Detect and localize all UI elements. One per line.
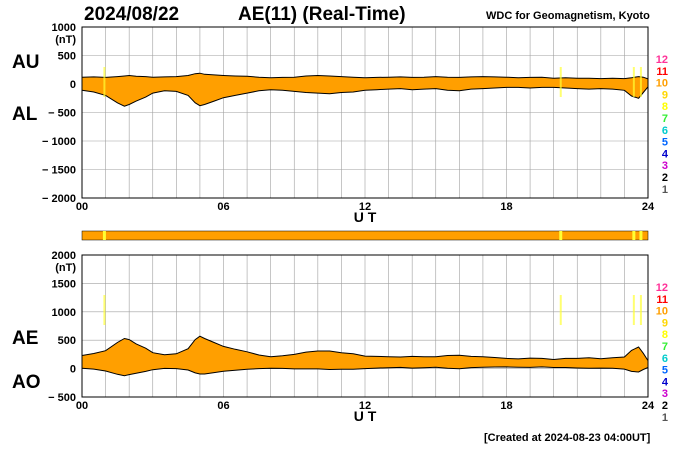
- plot-frame: [81, 254, 649, 398]
- al-label: AL: [12, 104, 38, 125]
- series-line-al: [81, 86, 649, 107]
- y-tick-label: − 2000: [42, 193, 76, 205]
- x-tick-label: 06: [217, 201, 229, 213]
- plot-highlight-marker: [103, 295, 106, 325]
- plot-frame: [81, 26, 649, 199]
- legend-level-label: 8: [662, 329, 668, 341]
- plot-highlight-marker: [639, 67, 642, 97]
- y-tick-label: − 500: [48, 392, 76, 404]
- date-title: 2024/08/22: [84, 4, 180, 25]
- legend-level-label: 10: [656, 306, 668, 318]
- status-bar-highlight: [102, 231, 106, 240]
- legend-level-label: 6: [662, 125, 668, 137]
- x-tick-label: 00: [76, 400, 88, 412]
- au-label: AU: [12, 52, 40, 73]
- y-axis-label: (nT): [55, 34, 76, 46]
- legend-level-label: 4: [662, 376, 669, 388]
- series-line-ao: [81, 366, 649, 377]
- legend-level-label: 1: [662, 412, 668, 424]
- legend-level-label: 10: [656, 78, 668, 90]
- legend-level-label: 9: [662, 317, 668, 329]
- x-tick-label: 18: [500, 201, 512, 213]
- legend-level-label: 3: [662, 388, 668, 400]
- y-tick-label: − 1000: [42, 136, 76, 148]
- x-tick-label: 24: [642, 400, 655, 412]
- plot-highlight-marker: [559, 67, 562, 97]
- x-axis-label: U T: [354, 209, 377, 225]
- legend-level-label: 7: [662, 113, 668, 125]
- x-tick-label: 06: [217, 400, 229, 412]
- y-tick-label: − 1500: [42, 165, 76, 177]
- legend-level-label: 3: [662, 160, 668, 172]
- area-fill-ae-ao: [82, 336, 648, 376]
- legend-level-label: 4: [662, 148, 669, 160]
- y-tick-label: 0: [70, 364, 76, 376]
- y-tick-label: 500: [58, 335, 76, 347]
- legend-level-label: 12: [656, 282, 668, 294]
- series-line-ae: [81, 335, 649, 361]
- chart-title: AE(11) (Real-Time): [238, 4, 406, 25]
- status-bar-highlight: [559, 231, 563, 240]
- area-fill-au-al: [82, 73, 648, 107]
- legend-level-label: 5: [662, 365, 668, 377]
- status-bar-highlight: [639, 231, 643, 240]
- series-line-au: [81, 72, 649, 80]
- legend-level-label: 1: [662, 184, 668, 196]
- y-tick-label: 1500: [52, 278, 76, 290]
- legend-level-label: 9: [662, 89, 668, 101]
- y-tick-label: 2000: [52, 250, 76, 262]
- x-tick-label: 12: [359, 201, 371, 213]
- plot-highlight-marker: [632, 67, 635, 97]
- x-tick-label: 00: [76, 201, 88, 213]
- status-bar: [81, 230, 649, 241]
- ae-label: AE: [12, 328, 39, 349]
- plot-highlight-marker: [559, 295, 562, 325]
- x-tick-label: 18: [500, 400, 512, 412]
- x-tick-label: 12: [359, 400, 371, 412]
- legend-level-label: 12: [656, 54, 668, 66]
- legend-level-label: 2: [662, 400, 668, 412]
- legend-level-label: 6: [662, 353, 668, 365]
- source-label: WDC for Geomagnetism, Kyoto: [486, 10, 650, 22]
- plot-highlight-marker: [632, 295, 635, 325]
- status-bar-highlight: [632, 231, 636, 240]
- legend-level-label: 2: [662, 172, 668, 184]
- x-tick-label: 24: [642, 201, 655, 213]
- created-timestamp: [Created at 2024-08-23 04:00UT]: [484, 432, 651, 444]
- y-axis-label: (nT): [55, 262, 76, 274]
- legend-level-label: 11: [656, 66, 668, 78]
- legend-level-label: 11: [656, 294, 668, 306]
- ao-label: AO: [12, 372, 41, 393]
- legend-level-label: 5: [662, 137, 668, 149]
- x-axis-label: U T: [354, 408, 377, 424]
- plot-highlight-marker: [639, 295, 642, 325]
- y-tick-label: 1000: [52, 22, 76, 34]
- y-tick-label: 0: [70, 79, 76, 91]
- legend-level-label: 7: [662, 341, 668, 353]
- y-tick-label: − 500: [48, 108, 76, 120]
- plot-highlight-marker: [103, 67, 106, 97]
- legend-level-label: 8: [662, 101, 668, 113]
- y-tick-label: 1000: [52, 307, 76, 319]
- y-tick-label: 500: [58, 51, 76, 63]
